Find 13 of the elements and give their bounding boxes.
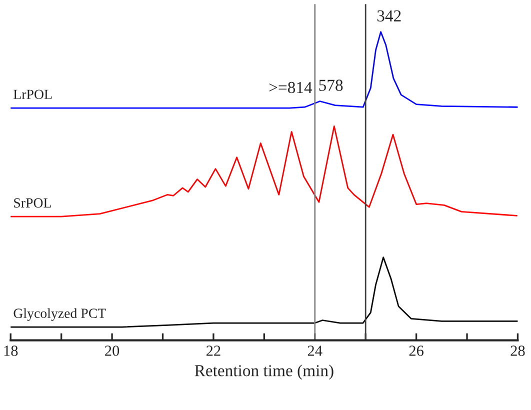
x-tick-label: 26: [409, 346, 424, 356]
annotation: 342: [377, 10, 401, 22]
x-tick-label: 22: [206, 346, 220, 356]
series-label: Glycolyzed PCT: [14, 308, 106, 321]
x-tick-label: 24: [308, 346, 322, 356]
x-tick-label: 28: [510, 346, 525, 356]
x-tick-label: 20: [105, 346, 120, 356]
x-tick-label: 18: [4, 346, 18, 356]
annotation: >=814: [269, 82, 312, 94]
x-axis-title: Retention time (min): [194, 364, 334, 380]
series-label: SrPOL: [14, 198, 51, 208]
series-label: LrPOL: [14, 90, 52, 100]
annotation: 578: [319, 80, 343, 91]
